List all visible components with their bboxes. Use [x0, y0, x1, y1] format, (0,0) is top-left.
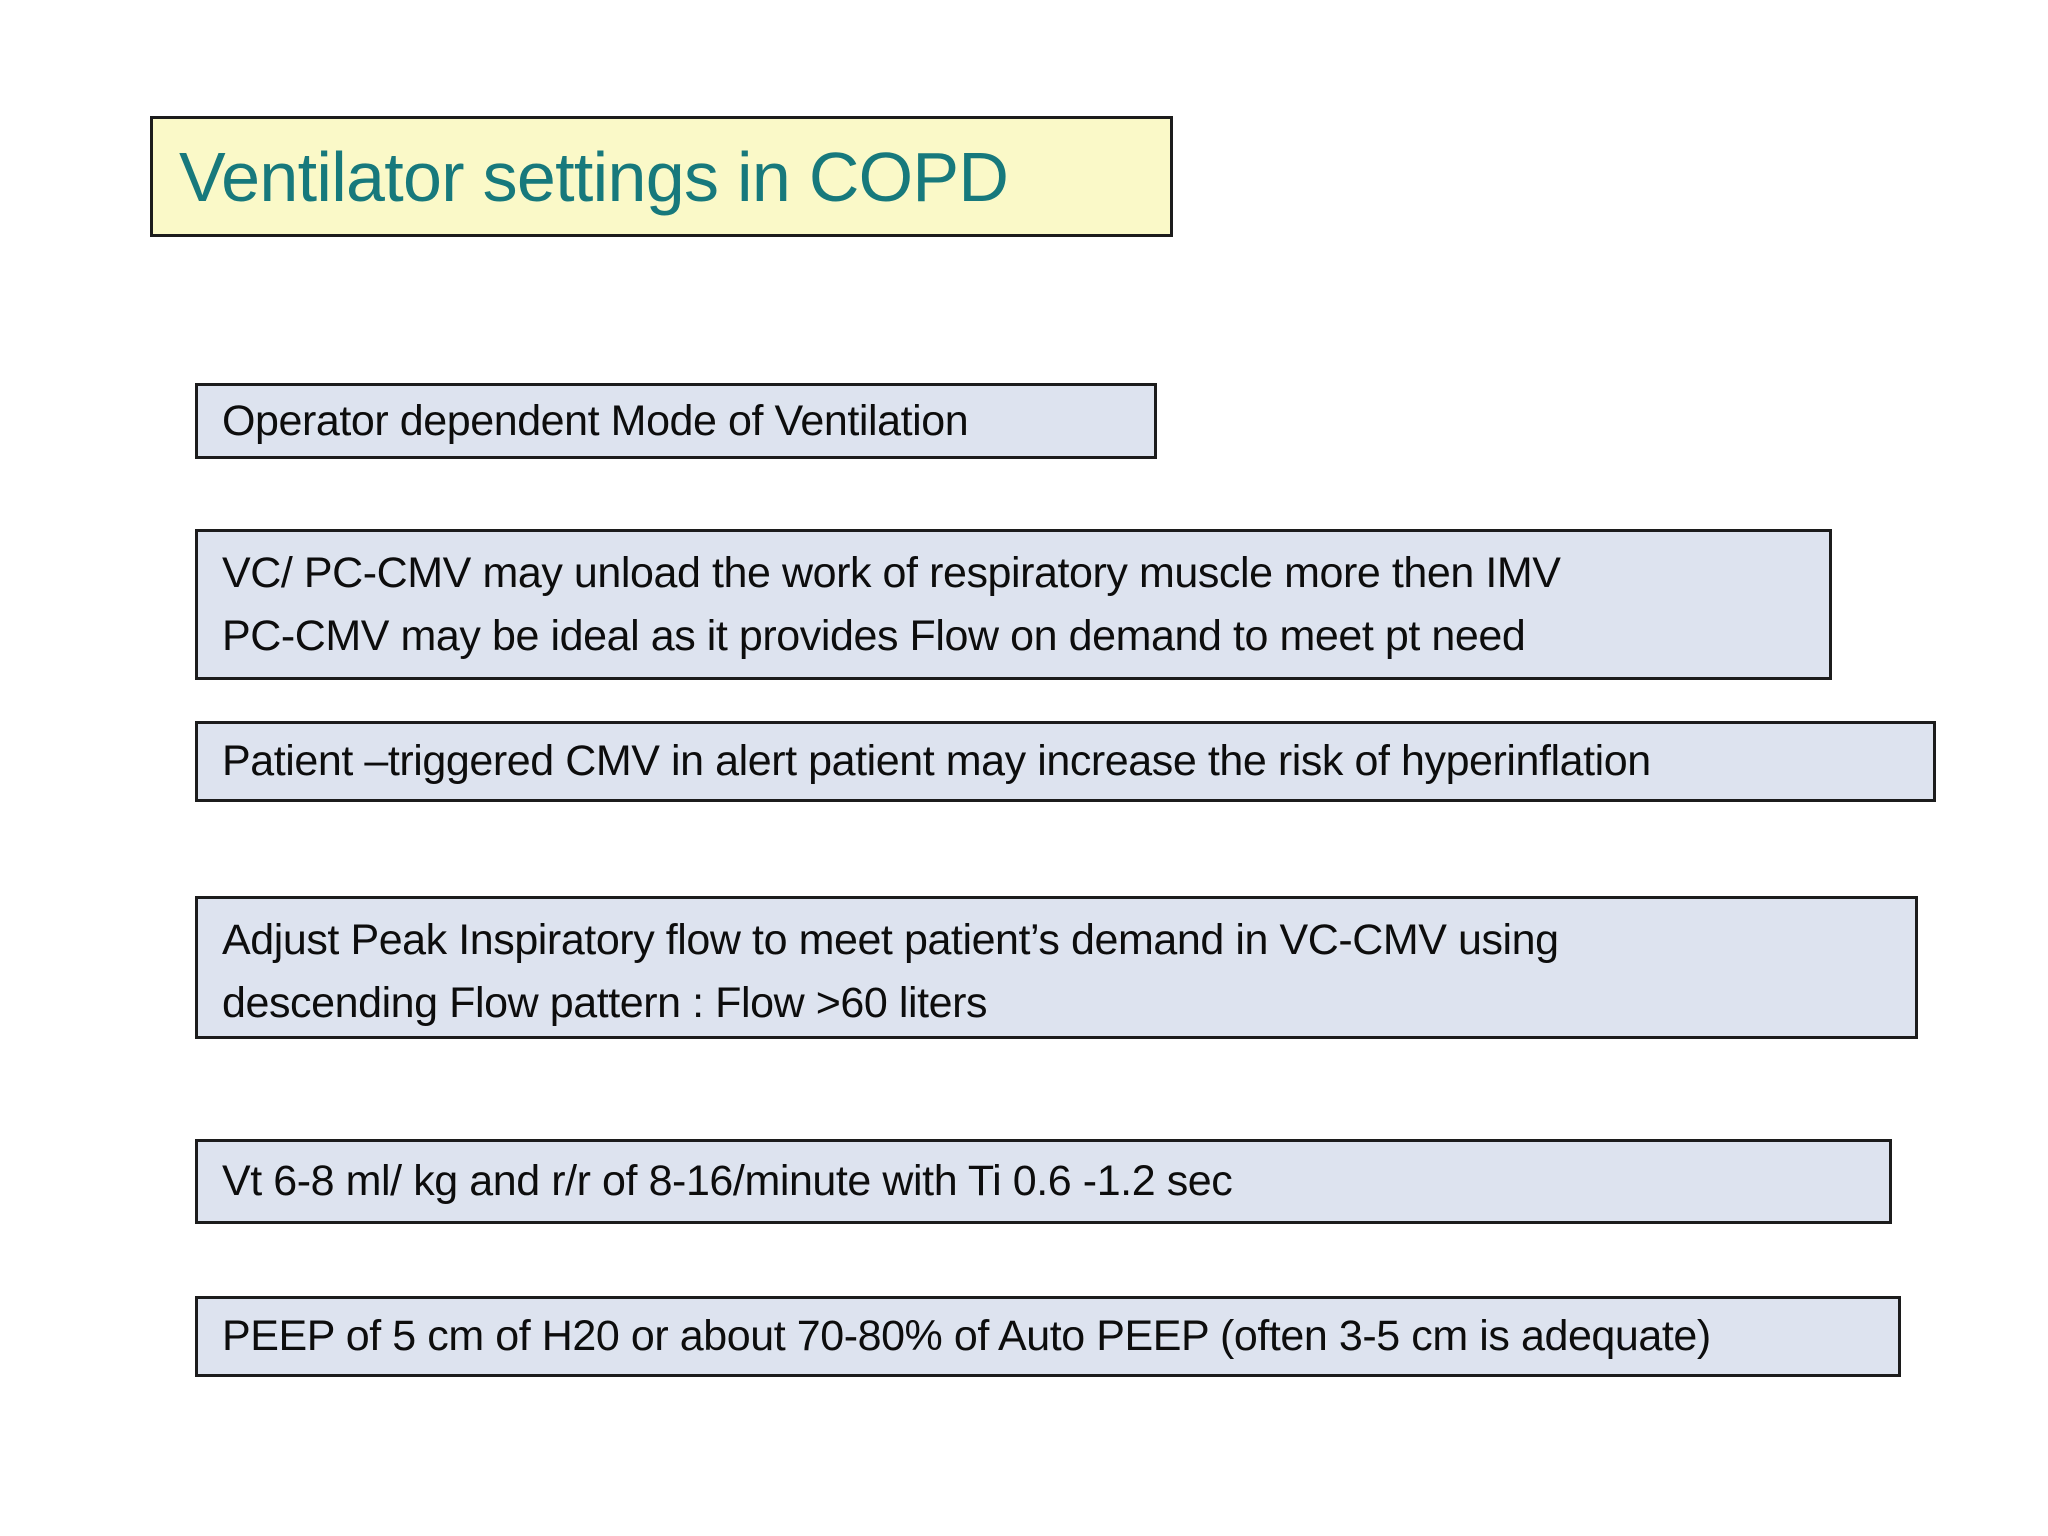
- slide-title: Ventilator settings in COPD: [179, 137, 1009, 216]
- textbox-line: descending Flow pattern : Flow >60 liter…: [222, 979, 988, 1027]
- textbox-line: Operator dependent Mode of Ventilation: [222, 396, 969, 445]
- textbox-line: Vt 6-8 ml/ kg and r/r of 8-16/minute wit…: [222, 1157, 1233, 1205]
- textbox-peak-inspiratory-flow: Adjust Peak Inspiratory flow to meet pat…: [195, 896, 1918, 1039]
- textbox-vt-rate: Vt 6-8 ml/ kg and r/r of 8-16/minute wit…: [195, 1139, 1892, 1224]
- textbox-cmv-unload: VC/ PC-CMV may unload the work of respir…: [195, 529, 1832, 680]
- textbox-line: VC/ PC-CMV may unload the work of respir…: [222, 549, 1561, 597]
- textbox-line: Patient –triggered CMV in alert patient …: [222, 737, 1651, 785]
- textbox-peep: PEEP of 5 cm of H20 or about 70-80% of A…: [195, 1296, 1901, 1377]
- textbox-line: PEEP of 5 cm of H20 or about 70-80% of A…: [222, 1312, 1711, 1360]
- textbox-line: Adjust Peak Inspiratory flow to meet pat…: [222, 916, 1559, 964]
- textbox-operator-mode: Operator dependent Mode of Ventilation: [195, 383, 1157, 459]
- textbox-line: PC-CMV may be ideal as it provides Flow …: [222, 612, 1526, 660]
- slide-title-box: Ventilator settings in COPD: [150, 116, 1173, 237]
- textbox-patient-triggered: Patient –triggered CMV in alert patient …: [195, 721, 1936, 802]
